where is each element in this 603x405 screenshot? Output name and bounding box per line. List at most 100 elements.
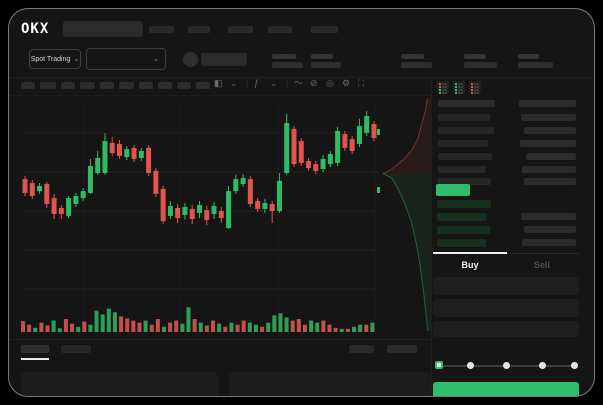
slider-stop[interactable]	[503, 362, 510, 369]
orderbook-bids-icon[interactable]	[453, 81, 465, 94]
volume-bar	[192, 319, 197, 332]
candle-body	[160, 188, 166, 222]
bid-row-price	[437, 213, 487, 221]
candle-body	[58, 207, 64, 215]
bottom-action-placeholder[interactable]	[349, 345, 374, 353]
timeframe-button[interactable]	[61, 82, 75, 89]
volume-bar	[119, 316, 124, 332]
candle-body	[356, 126, 362, 144]
volume-bar	[51, 320, 56, 332]
candle-body	[153, 170, 159, 194]
candle-body	[320, 158, 326, 170]
timeframe-button[interactable]	[158, 82, 172, 89]
trendline-icon[interactable]: 〜	[294, 78, 304, 88]
volume-bar	[198, 322, 203, 332]
slider-stop[interactable]	[571, 362, 578, 369]
stat-value-placeholder	[401, 62, 432, 68]
candle-body	[371, 123, 377, 139]
timeframe-button[interactable]	[139, 82, 153, 89]
stat-label-placeholder	[311, 54, 333, 59]
timeframe-button[interactable]	[40, 82, 56, 89]
candle-body	[117, 143, 123, 156]
orderbook-combined-icon[interactable]	[437, 81, 449, 94]
timeframe-button[interactable]	[100, 82, 114, 89]
nav-item[interactable]	[149, 26, 174, 33]
ask-row-price	[438, 178, 491, 185]
nav-item[interactable]	[228, 26, 253, 33]
asks-depth-line	[382, 98, 428, 174]
market-type-dropdown[interactable]: Spot Trading ⌄	[29, 49, 81, 69]
indicators-icon[interactable]: ƒ	[254, 78, 260, 88]
eraser-icon[interactable]: ⊘	[310, 78, 318, 88]
ask-row-amount	[522, 166, 576, 173]
volume-bar	[168, 322, 173, 332]
candle-body	[240, 177, 246, 185]
bid-row-amount	[524, 226, 576, 233]
tab-buy[interactable]: Buy	[461, 260, 479, 270]
volume-bar	[155, 319, 160, 332]
chart-type-icon[interactable]: ◧	[214, 78, 223, 88]
slider-handle[interactable]	[435, 361, 443, 369]
tab-sell[interactable]: Sell	[533, 260, 550, 270]
fullscreen-icon[interactable]: ⛶	[358, 78, 365, 88]
candle-body	[37, 185, 43, 192]
settings-icon[interactable]: ⚙	[342, 78, 351, 88]
buy-button[interactable]	[433, 382, 579, 396]
volume-bar	[309, 320, 314, 332]
bottom-tab[interactable]	[61, 345, 91, 353]
volume-bar	[260, 326, 265, 332]
volume-bar	[278, 313, 283, 332]
price-tick	[377, 129, 380, 135]
timeframe-button[interactable]	[80, 82, 95, 89]
slider-stop[interactable]	[467, 362, 474, 369]
timeframe-button[interactable]	[177, 82, 191, 89]
order-input-field[interactable]	[433, 299, 579, 317]
active-tab-underline	[21, 358, 49, 360]
order-input-field[interactable]	[433, 321, 579, 337]
bid-row-amount	[522, 239, 576, 246]
nav-item[interactable]	[268, 26, 292, 33]
volume-bar	[253, 324, 258, 332]
volume-bar	[100, 314, 105, 332]
volume-bar	[296, 319, 301, 332]
search-input[interactable]	[63, 21, 143, 37]
stat-value-placeholder	[272, 62, 303, 68]
ask-row-amount	[524, 127, 576, 134]
orderbook-asks-icon[interactable]	[469, 81, 481, 94]
slider-stop[interactable]	[539, 362, 546, 369]
header-divider	[9, 77, 594, 78]
bottom-action-placeholder[interactable]	[387, 345, 417, 353]
candle-body	[167, 206, 173, 216]
stat-label-placeholder	[401, 54, 424, 59]
camera-icon[interactable]: ◎	[326, 78, 334, 88]
candle-body	[146, 147, 152, 174]
chevron-down-icon[interactable]: ⌄	[270, 78, 278, 88]
timeframe-button[interactable]	[119, 82, 134, 89]
volume-bar	[358, 324, 363, 332]
timeframe-button[interactable]	[196, 82, 210, 89]
price-tick	[377, 187, 380, 193]
volume-bar	[180, 323, 185, 332]
timeframe-button[interactable]	[21, 82, 35, 89]
candle-body	[124, 149, 130, 158]
volume-bar	[88, 324, 93, 332]
depth-chart	[382, 98, 431, 332]
toggle-row	[471, 92, 479, 94]
candle-body	[364, 116, 370, 133]
okx-logo: OKX	[21, 21, 50, 37]
candle-body	[51, 198, 57, 215]
volume-bar	[131, 320, 136, 332]
bottom-tab[interactable]	[21, 345, 49, 353]
pair-select-dropdown[interactable]: ⌄	[86, 48, 166, 70]
toolbar-divider: |	[246, 78, 249, 88]
chevron-down-icon[interactable]: ⌄	[230, 78, 238, 88]
candle-body	[247, 179, 253, 204]
pair-name-placeholder	[201, 53, 247, 66]
candle-body	[276, 180, 282, 212]
nav-item[interactable]	[311, 26, 338, 33]
order-input-field[interactable]	[433, 277, 579, 295]
toggle-row	[455, 89, 463, 91]
candle-body	[233, 179, 239, 192]
nav-item[interactable]	[188, 26, 210, 33]
asks-depth-area	[383, 98, 431, 174]
